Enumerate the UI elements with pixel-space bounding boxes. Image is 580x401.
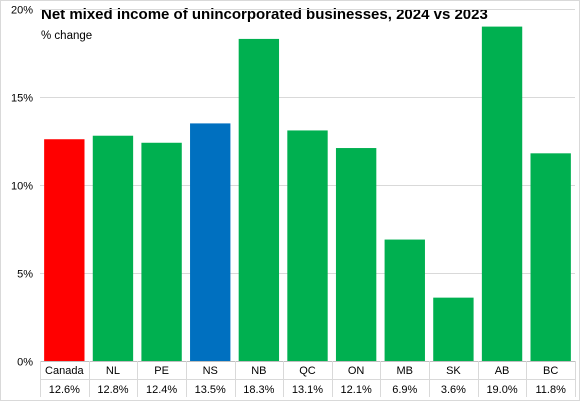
data-label: 12.8% xyxy=(97,384,128,396)
x-tick-label: NB xyxy=(251,365,266,377)
bar-nl xyxy=(92,135,134,361)
x-axis-table: Canada 12.6% NL 12.8% PE 12.4% NS 13.5% NB 18.3% Q… xyxy=(40,361,576,397)
x-tick-label: Canada xyxy=(45,365,84,377)
data-label: 19.0% xyxy=(486,384,517,396)
x-tick-label: AB xyxy=(495,365,510,377)
bar-ab xyxy=(481,26,523,361)
x-tick-label: SK xyxy=(446,365,461,377)
x-tick-label: PE xyxy=(154,365,169,377)
y-tick-label: 5% xyxy=(17,269,33,281)
data-label: 12.4% xyxy=(146,384,177,396)
data-label: 3.6% xyxy=(441,384,466,396)
chart-subtitle: % change xyxy=(41,30,93,42)
bar-nb xyxy=(238,38,280,362)
x-tick-label: NS xyxy=(203,365,218,377)
bar-mb xyxy=(384,239,425,361)
x-tick-label: NL xyxy=(106,365,120,377)
chart-title: Net mixed income of unincorporated busin… xyxy=(41,6,488,23)
data-label: 12.1% xyxy=(341,384,372,396)
bar-pe xyxy=(141,142,182,361)
bar-qc xyxy=(287,130,328,361)
y-tick-label: 20% xyxy=(11,5,33,17)
y-axis-ticks: 0% 5% 10% 15% 20% xyxy=(11,5,33,369)
bar-on xyxy=(335,148,377,361)
y-tick-label: 0% xyxy=(17,357,33,369)
x-tick-label: QC xyxy=(299,365,316,377)
data-label: 13.1% xyxy=(292,384,323,396)
data-label: 12.6% xyxy=(49,384,80,396)
bar-ns xyxy=(190,123,231,362)
y-tick-label: 15% xyxy=(11,93,33,105)
data-label: 18.3% xyxy=(243,384,274,396)
y-tick-label: 10% xyxy=(11,181,33,193)
data-label: 11.8% xyxy=(535,384,566,396)
bar-sk xyxy=(433,297,474,361)
data-label: 13.5% xyxy=(195,384,226,396)
data-label: 6.9% xyxy=(392,384,417,396)
bar-bc xyxy=(530,153,571,361)
x-tick-label: ON xyxy=(348,365,365,377)
x-tick-label: BC xyxy=(543,365,558,377)
x-tick-label: MB xyxy=(397,365,414,377)
bars xyxy=(44,26,571,362)
bar-canada xyxy=(44,139,85,361)
